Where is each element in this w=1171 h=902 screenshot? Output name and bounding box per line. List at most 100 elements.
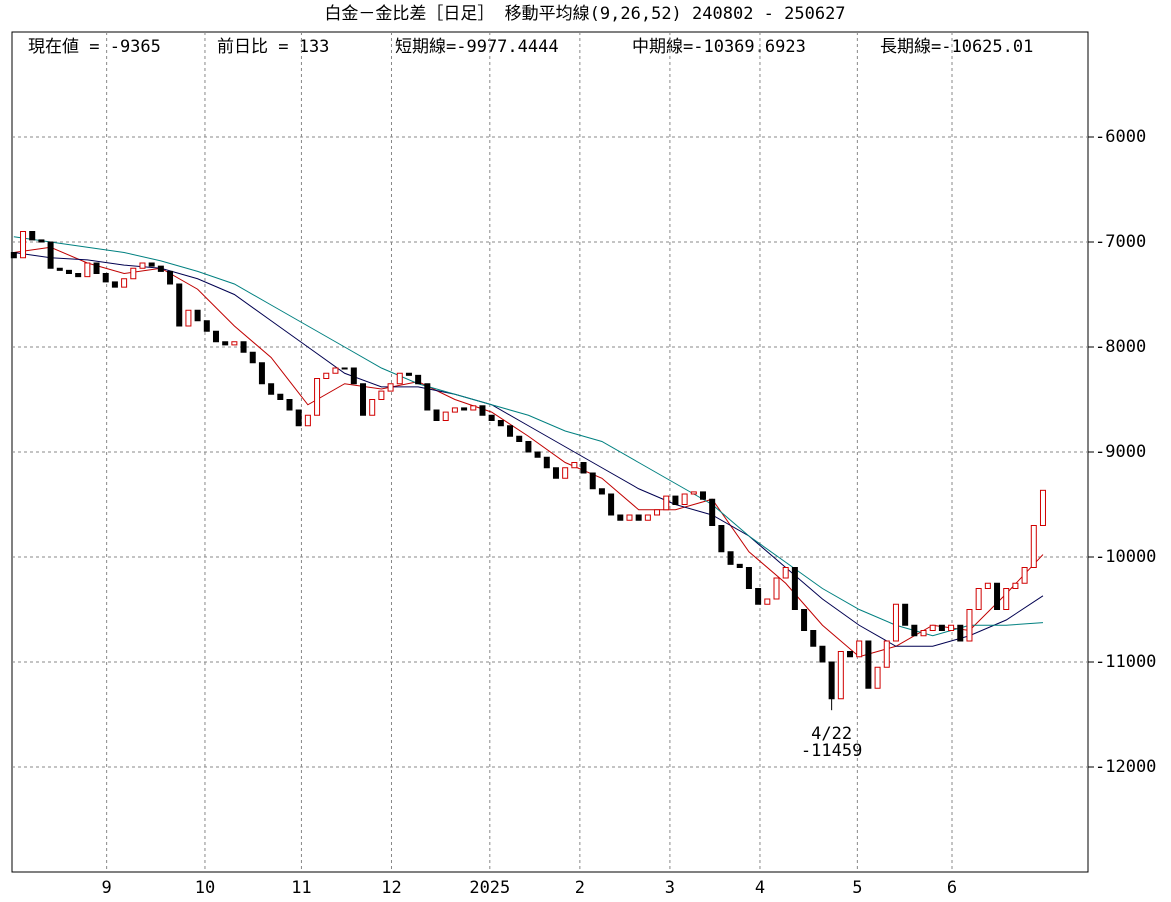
info-item: 中期線=-10369.6923	[632, 37, 806, 57]
candle-down	[994, 582, 1001, 610]
candle-up	[231, 341, 238, 346]
y-tick-label: -11000	[1095, 652, 1156, 672]
y-tick-label: -12000	[1095, 757, 1156, 777]
x-tick-label: 11	[291, 878, 311, 898]
candle-up	[773, 577, 780, 600]
y-tick-label: -6000	[1095, 127, 1146, 147]
candle-up	[84, 262, 91, 278]
candle-down	[38, 239, 45, 243]
candle-down	[350, 367, 357, 385]
x-tick-label: 3	[665, 878, 675, 898]
x-tick-label: 9	[102, 878, 112, 898]
candle-up	[369, 399, 376, 416]
annotation-value: -11459	[801, 741, 862, 761]
candle-up	[323, 372, 330, 379]
candle-up	[782, 567, 789, 579]
candle-down	[516, 435, 523, 442]
candle-down	[635, 514, 642, 521]
candle-up	[892, 603, 899, 642]
candle-down	[617, 514, 624, 521]
info-item: 長期線=-10625.01	[880, 37, 1033, 57]
candle-down	[598, 488, 605, 495]
candle-down	[111, 281, 118, 288]
candle-down	[148, 262, 155, 267]
candle-down	[167, 270, 174, 285]
candle-down	[736, 563, 743, 568]
candle-down	[415, 374, 422, 385]
candle-up	[626, 514, 633, 521]
candle-up	[948, 624, 955, 631]
candle-down	[801, 609, 808, 631]
candle-up	[121, 278, 128, 288]
candle-up	[332, 367, 339, 374]
candle-down	[240, 341, 247, 353]
candle-up	[1030, 525, 1037, 568]
candle-down	[902, 603, 909, 626]
candle-up	[764, 598, 771, 605]
candle-up	[314, 378, 321, 416]
candle-down	[212, 330, 219, 343]
candle-down	[424, 383, 431, 411]
candle-up	[1021, 567, 1028, 584]
candle-up	[304, 414, 311, 427]
candle-down	[672, 495, 679, 506]
candle-up	[1039, 489, 1046, 527]
x-tick-label: 2	[575, 878, 585, 898]
candle-down	[589, 472, 596, 490]
candle-down	[865, 640, 872, 689]
candle-down	[295, 409, 302, 427]
info-item: 短期線=-9977.4444	[395, 37, 559, 57]
x-tick-label: 5	[852, 878, 862, 898]
candle-down	[47, 241, 54, 269]
candle-down	[258, 362, 265, 385]
candle-up	[984, 582, 991, 589]
candle-down	[543, 456, 550, 469]
candle-down	[819, 645, 826, 663]
candle-down	[525, 441, 532, 453]
candle-down	[29, 231, 36, 241]
candle-up	[920, 630, 927, 637]
candle-down	[157, 265, 164, 272]
moving-average-line	[13, 252, 1044, 647]
candle-up	[837, 651, 844, 700]
candle-up	[378, 390, 385, 401]
candle-down	[93, 262, 100, 274]
annotation-date: 4/22	[811, 724, 852, 744]
candle-down	[341, 367, 348, 370]
candle-down	[699, 491, 706, 500]
candle-up	[442, 411, 449, 422]
candle-down	[222, 341, 229, 346]
x-tick-label: 6	[947, 878, 957, 898]
candle-up	[1003, 588, 1010, 610]
x-tick-label: 10	[195, 878, 215, 898]
candle-down	[718, 525, 725, 553]
candle-up	[139, 262, 146, 269]
candle-up	[451, 407, 458, 413]
candle-up	[470, 405, 477, 411]
y-tick-label: -7000	[1095, 232, 1146, 252]
candle-down	[194, 309, 201, 322]
candle-down	[938, 624, 945, 631]
moving-average-line	[13, 236, 1044, 637]
candle-down	[791, 567, 798, 610]
y-tick-label: -10000	[1095, 547, 1156, 567]
candle-up	[20, 231, 27, 259]
candle-up	[1012, 582, 1019, 589]
candle-up	[387, 383, 394, 392]
x-tick-label: 2025	[469, 878, 510, 898]
candle-down	[580, 462, 587, 474]
candle-up	[856, 640, 863, 658]
candle-up	[883, 640, 890, 668]
candle-down	[433, 409, 440, 421]
candle-down	[479, 405, 486, 416]
candle-up	[562, 467, 569, 479]
candle-down	[102, 273, 109, 283]
candle-down	[360, 383, 367, 416]
candle-down	[534, 451, 541, 458]
y-tick-label: -8000	[1095, 337, 1146, 357]
candle-down	[56, 267, 63, 271]
candle-down	[608, 493, 615, 516]
candle-up	[654, 509, 661, 516]
candle-down	[709, 498, 716, 526]
